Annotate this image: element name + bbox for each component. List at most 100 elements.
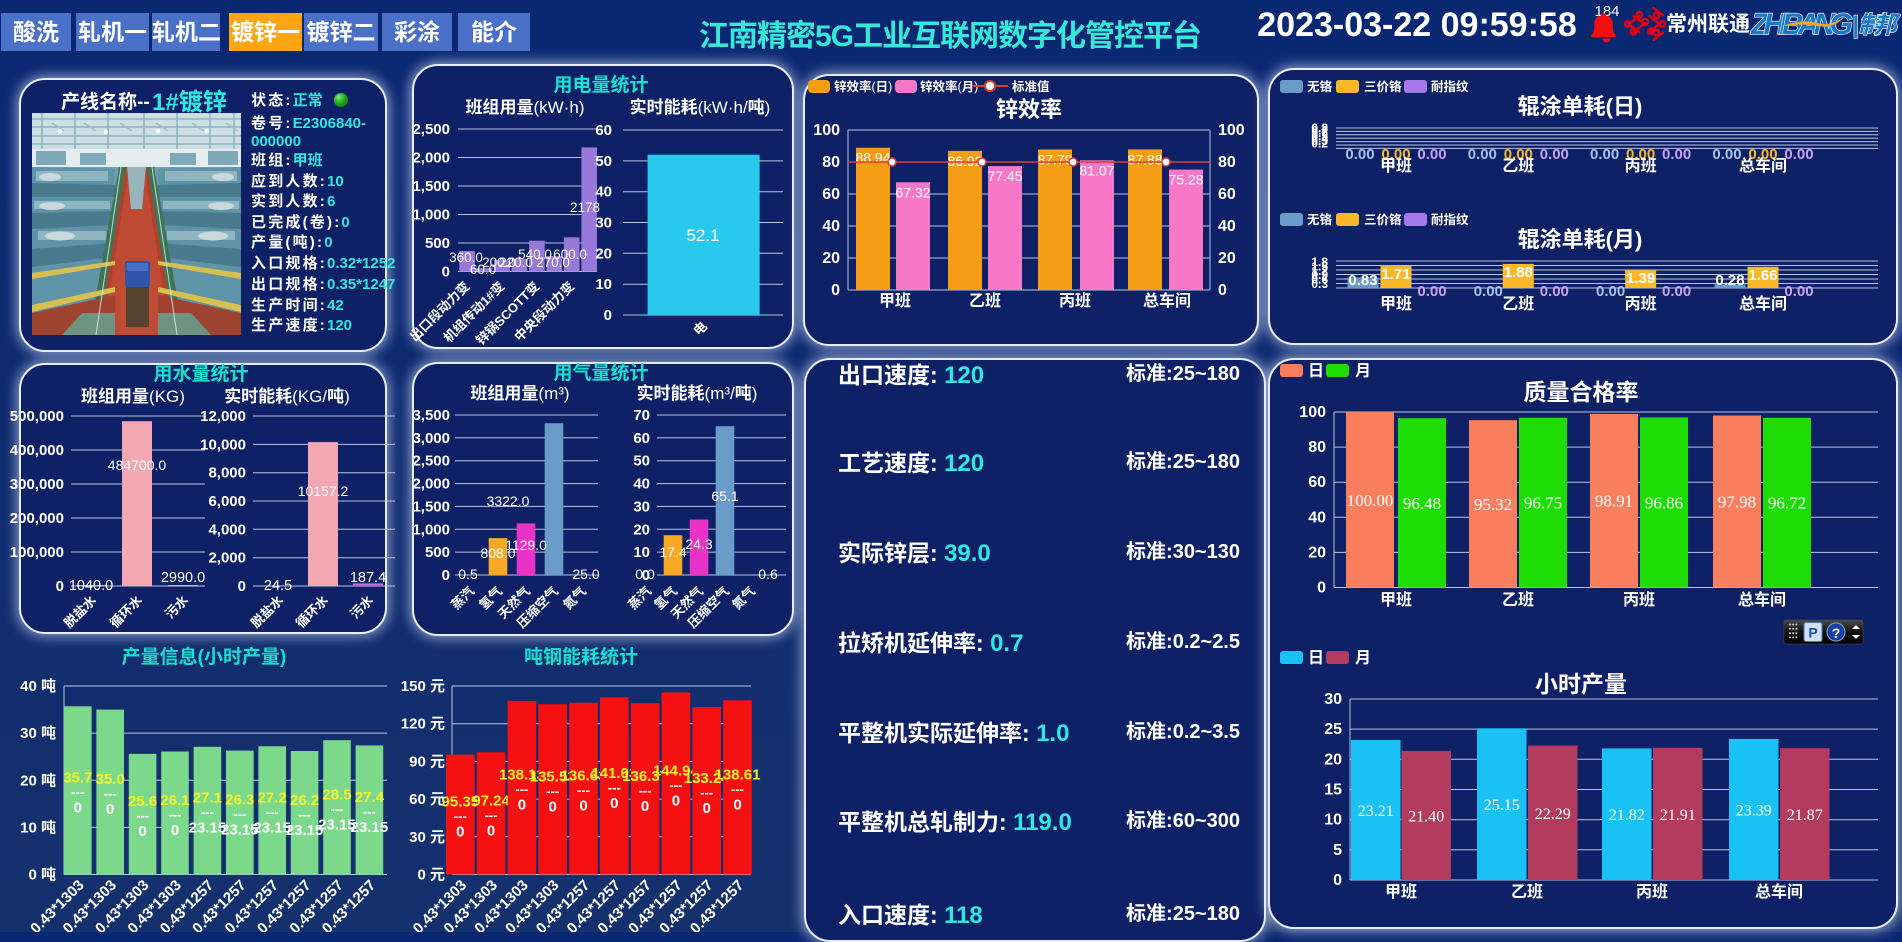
svg-text:0.8: 0.8 [1311,121,1328,135]
svg-text:90 元: 90 元 [409,753,445,770]
svg-text:---: --- [266,804,279,819]
svg-text:标准值: 标准值 [1012,79,1050,94]
svg-text:4,000: 4,000 [208,521,246,538]
svg-text:120 元: 120 元 [401,716,445,733]
svg-text:脱盐水: 脱盐水 [61,593,99,631]
svg-text:---: --- [169,807,182,822]
svg-text:136.37: 136.37 [622,768,668,785]
svg-text:乙班: 乙班 [1511,883,1543,901]
svg-text:乙班: 乙班 [969,292,1001,310]
svg-text:0: 0 [579,798,587,815]
svg-text:28.5: 28.5 [322,786,351,803]
svg-text:1.8: 1.8 [1311,255,1328,269]
svg-text:25.15: 25.15 [1484,797,1520,814]
svg-text:26.3: 26.3 [225,792,254,809]
svg-text:0 吨: 0 吨 [28,867,56,884]
svg-text:88.94: 88.94 [855,150,890,166]
svg-text:班组用量(kW·h): 班组用量(kW·h) [466,98,585,117]
svg-text:2,000: 2,000 [412,150,450,167]
svg-text:0.6: 0.6 [758,566,778,582]
svg-text:97.98: 97.98 [1718,493,1756,512]
svg-text:0.3: 0.3 [1311,277,1328,291]
svg-text:0.00: 0.00 [1417,146,1446,163]
svg-text:1.2: 1.2 [1311,264,1328,278]
svg-text:60.0: 60.0 [470,262,496,277]
svg-text:耐指纹: 耐指纹 [1431,79,1469,94]
svg-text:甲班: 甲班 [879,292,911,310]
svg-text:标准:0.2~3.5: 标准:0.2~3.5 [1126,720,1240,743]
svg-text:甲班: 甲班 [1380,591,1412,609]
svg-text:60 元: 60 元 [409,791,445,808]
svg-text:300,000: 300,000 [10,476,64,493]
svg-text:1.39: 1.39 [1626,270,1655,287]
svg-text:循环水: 循环水 [293,593,331,631]
svg-text:甲班: 甲班 [1380,295,1412,313]
svg-text:0.2: 0.2 [1311,137,1328,151]
svg-text:60: 60 [595,122,612,139]
svg-text:96.75: 96.75 [1524,494,1562,513]
svg-text:3,000: 3,000 [412,430,450,447]
svg-text:---: --- [485,807,498,822]
svg-text:实时能耗(m³/吨): 实时能耗(m³/吨) [637,383,758,403]
svg-text:40: 40 [822,218,840,235]
svg-text:1.5: 1.5 [1311,259,1328,273]
svg-text:40 吨: 40 吨 [20,678,56,695]
svg-text:25.6: 25.6 [128,793,157,810]
svg-text:60: 60 [633,430,650,447]
svg-text:20: 20 [1308,544,1326,561]
svg-text:无铬: 无铬 [1307,79,1333,94]
svg-text:总车间: 总车间 [1143,291,1191,310]
svg-text:总车间: 总车间 [1755,882,1803,901]
svg-text:0.7: 0.7 [1311,124,1328,138]
svg-text:月: 月 [1355,363,1371,380]
svg-text:23.15: 23.15 [253,819,291,836]
svg-text:出口规格:0.35*1247: 出口规格:0.35*1247 [251,275,395,293]
svg-text:0.00: 0.00 [1474,283,1503,300]
svg-text:无铬: 无铬 [1307,212,1333,227]
svg-text:丙班: 丙班 [1625,157,1657,175]
svg-text:P: P [1808,625,1817,641]
svg-text:0.5: 0.5 [1311,129,1328,143]
svg-text:出口速度: 120: 出口速度: 120 [838,362,984,389]
svg-text:96.48: 96.48 [1403,494,1441,513]
svg-text:95.35: 95.35 [442,794,480,811]
svg-text:实时能耗(kW·h/吨): 实时能耗(kW·h/吨) [630,97,771,117]
svg-text:平整机实际延伸率: 1.0: 平整机实际延伸率: 1.0 [838,720,1069,747]
svg-text:0: 0 [604,307,612,324]
svg-text:80: 80 [1308,439,1326,456]
svg-text:10: 10 [1324,812,1342,829]
svg-text:24.5: 24.5 [264,578,292,594]
svg-text:用气量统计: 用气量统计 [553,361,648,384]
svg-text:65.1: 65.1 [711,488,738,504]
svg-text:30: 30 [595,215,612,232]
svg-text:200,000: 200,000 [10,510,64,527]
svg-text:27.1: 27.1 [193,790,222,807]
svg-text:500: 500 [425,235,450,252]
svg-text:100.00: 100.00 [1347,491,1394,510]
svg-text:187.4: 187.4 [350,570,386,586]
svg-text:0.00: 0.00 [1748,146,1777,163]
svg-text:21.87: 21.87 [1787,807,1823,824]
svg-text:生产速度:120: 生产速度:120 [251,316,352,334]
svg-text:75.28: 75.28 [1168,172,1203,188]
svg-text:2,500: 2,500 [412,453,450,470]
svg-text:小时产量: 小时产量 [1535,671,1627,697]
svg-text:500,000: 500,000 [10,408,64,425]
svg-text:氮气: 氮气 [560,584,589,613]
svg-text:26.2: 26.2 [290,792,319,809]
svg-text:27.2: 27.2 [258,789,287,806]
svg-text:23.39: 23.39 [1736,803,1772,820]
svg-text:15: 15 [1324,781,1342,798]
svg-text:10,000: 10,000 [200,436,246,453]
svg-text:0: 0 [487,822,495,839]
svg-text:?: ? [1832,625,1841,641]
svg-text:0.4: 0.4 [1311,131,1328,145]
svg-text:入口速度: 118: 入口速度: 118 [838,902,983,929]
svg-text:30 元: 30 元 [409,829,445,846]
svg-text:0.00: 0.00 [1345,146,1374,163]
svg-text:---: --- [577,783,590,798]
svg-text:0: 0 [610,795,618,812]
svg-text:87.79: 87.79 [1037,152,1072,168]
svg-text:实到人数:6: 实到人数:6 [251,192,335,210]
svg-text:0.00: 0.00 [1540,283,1569,300]
